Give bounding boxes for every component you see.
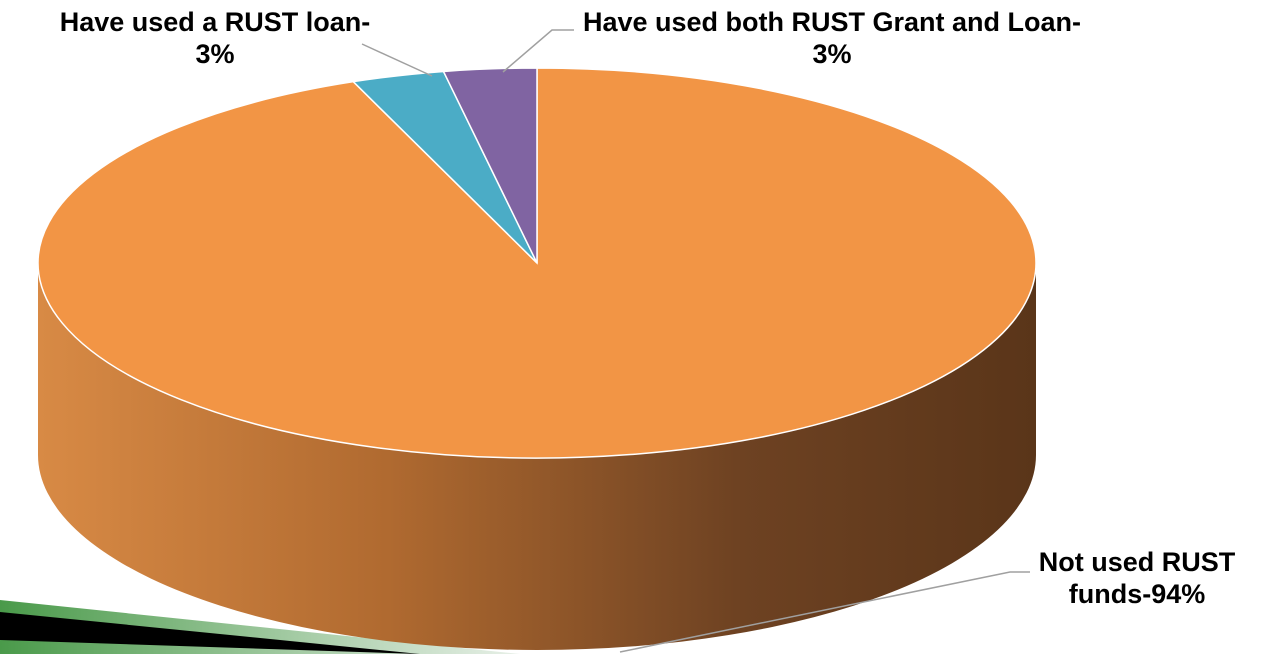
leader-line [361, 43, 433, 77]
pie-slice [37, 67, 1037, 459]
pie-side [38, 263, 1036, 650]
leader-line [619, 571, 1030, 653]
label-value: 3% [195, 39, 235, 69]
label-value: 3% [812, 39, 852, 69]
label-category: Have used a RUST loan- [59, 7, 371, 37]
label-value: 94% [1151, 579, 1206, 609]
decoration [0, 612, 420, 654]
label-category: Not used RUST funds- [1038, 547, 1236, 609]
data-label: Not used RUST funds-94% [1012, 546, 1262, 610]
label-category: Have used both RUST Grant and Loan- [582, 7, 1082, 37]
data-label: Have used a RUST loan- 3% [20, 6, 410, 70]
pie [37, 67, 1037, 650]
leader-line [502, 29, 574, 73]
pie-slice [442, 67, 538, 264]
data-label: Have used both RUST Grant and Loan- 3% [572, 6, 1092, 70]
